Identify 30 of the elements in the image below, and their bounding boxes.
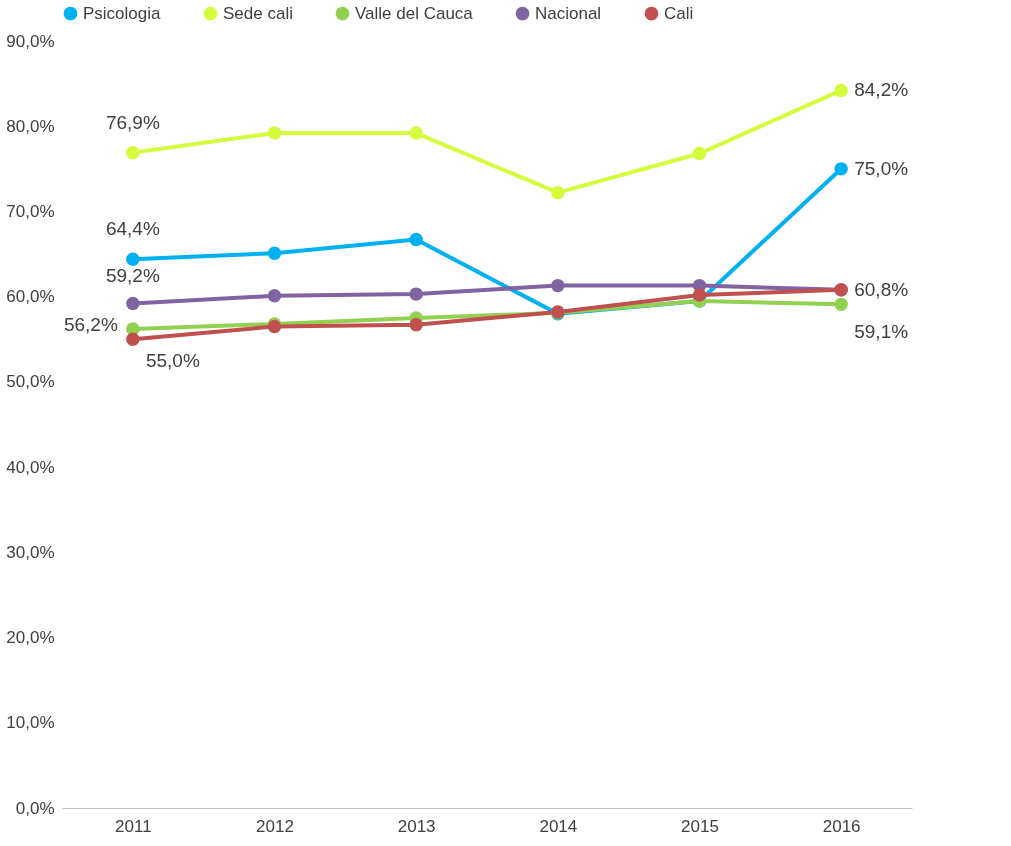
y-tick-label: 30,0% (6, 542, 55, 562)
legend-label: Sede cali (223, 3, 293, 23)
data-label: 76,9% (105, 111, 160, 133)
data-label: 75,0% (854, 157, 909, 179)
x-tick-label: 2012 (256, 816, 294, 836)
legend-label: Psicologia (83, 3, 162, 23)
y-tick-label: 80,0% (6, 116, 55, 136)
data-label: 64,4% (105, 218, 160, 240)
y-tick-label: 70,0% (6, 201, 55, 221)
x-tick-label: 2011 (115, 816, 152, 836)
data-label: 84,2% (854, 79, 909, 101)
y-tick-label: 90,0% (6, 31, 55, 51)
data-label: 60,8% (854, 278, 909, 300)
y-tick-label: 60,0% (6, 287, 55, 307)
legend-label: Cali (664, 3, 694, 23)
x-tick-label: 2013 (397, 816, 436, 836)
y-tick-label: 50,0% (6, 372, 55, 392)
legend-label: Valle del Cauca (355, 3, 474, 23)
x-tick-label: 2016 (822, 816, 861, 836)
x-tick-label: 2015 (681, 816, 719, 836)
y-tick-label: 40,0% (6, 457, 55, 477)
legend-label: Nacional (535, 3, 602, 23)
y-tick-label: 10,0% (6, 713, 55, 733)
data-label: 59,1% (854, 321, 909, 343)
x-tick-label: 2014 (539, 816, 578, 836)
y-tick-label: 20,0% (6, 628, 55, 648)
data-label: 59,2% (105, 265, 160, 287)
data-label: 55,0% (145, 350, 200, 372)
y-tick-label: 0,0% (15, 798, 55, 818)
data-label: 56,2% (63, 314, 118, 336)
